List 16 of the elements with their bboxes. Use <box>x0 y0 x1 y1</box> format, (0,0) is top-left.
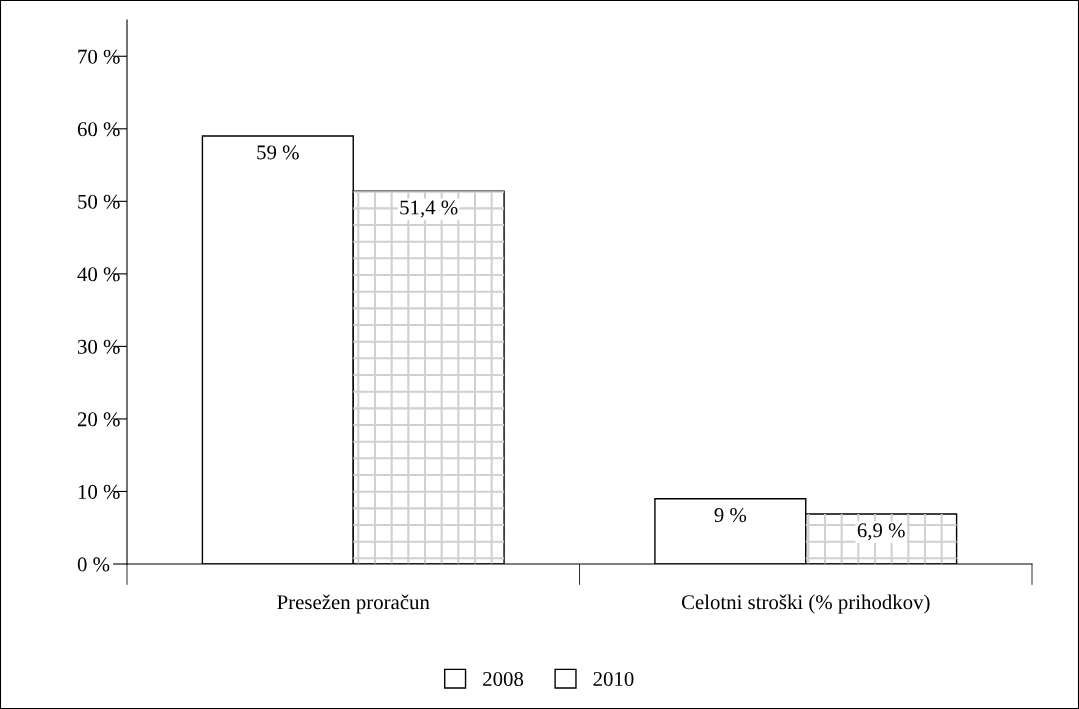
data-label: 59 % <box>257 145 299 160</box>
data-label: 9 % <box>714 508 747 523</box>
y-tick-label: 0 % <box>77 557 110 572</box>
y-tick-label: 40 % <box>77 267 120 282</box>
data-label: 6,9 % <box>857 523 905 541</box>
legend-label: 2010 <box>593 671 634 687</box>
data-label: 51,4 % <box>400 200 458 218</box>
legend-label: 2008 <box>483 671 524 687</box>
x-tick-label: Presežen proračun <box>277 594 430 614</box>
y-tick-label: 20 % <box>77 412 120 427</box>
x-tick-label: Celotni stroški (% prihodkov) <box>681 594 930 614</box>
y-tick-label: 70 % <box>78 49 120 64</box>
y-tick-label: 10 % <box>78 484 120 499</box>
y-tick-label: 60 % <box>77 122 120 137</box>
y-tick-label: 30 % <box>78 339 120 354</box>
y-tick-label: 50 % <box>78 194 120 209</box>
